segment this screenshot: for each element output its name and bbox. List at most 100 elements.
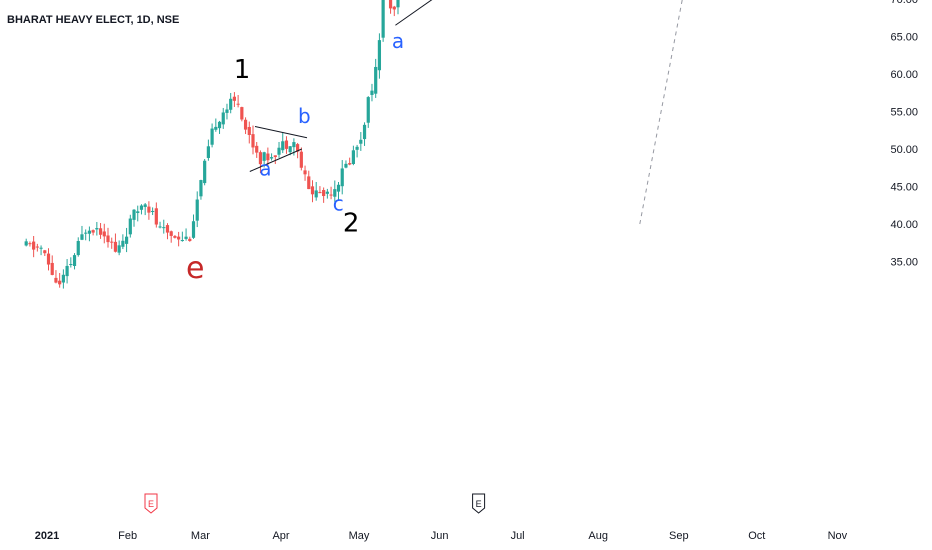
candle-body xyxy=(43,250,47,254)
earnings-marker-shape xyxy=(472,493,486,514)
candle-body xyxy=(236,103,240,105)
x-tick-label: Oct xyxy=(748,530,765,542)
candle-body xyxy=(173,236,177,238)
candle-body xyxy=(24,241,28,246)
candle-body xyxy=(206,146,210,158)
y-tick-label: 45.00 xyxy=(890,182,918,194)
candle-body xyxy=(262,152,266,161)
candle-body xyxy=(180,240,184,242)
earnings-marker-label: E xyxy=(148,499,154,509)
wave-label: 4 xyxy=(486,0,503,2)
candle-body xyxy=(50,262,54,275)
candle-body xyxy=(344,163,348,168)
candle-body xyxy=(336,184,341,192)
candle-body xyxy=(258,152,263,165)
candle-body xyxy=(124,236,129,244)
candle-body xyxy=(366,97,370,123)
candle-body xyxy=(348,163,352,165)
candle-body xyxy=(217,121,222,129)
candle-body xyxy=(255,145,259,153)
candle-body xyxy=(76,241,80,256)
candle-body xyxy=(377,40,382,71)
candle-body xyxy=(188,238,192,241)
candle-body xyxy=(329,194,333,196)
candle-body xyxy=(158,226,162,228)
candle-body xyxy=(292,142,296,148)
wave-label: c xyxy=(333,192,344,216)
candle-body xyxy=(139,205,144,210)
candle-body xyxy=(340,168,344,187)
drawing-lines xyxy=(249,0,683,225)
y-tick-label: 65.00 xyxy=(890,32,918,44)
candle-body xyxy=(362,124,367,140)
candle-body xyxy=(91,230,95,233)
candle-body xyxy=(147,206,151,213)
candle-body xyxy=(355,146,359,150)
candle-body xyxy=(374,66,378,94)
candle-body xyxy=(318,192,322,194)
candle-body xyxy=(229,98,233,110)
candle-body xyxy=(225,109,229,113)
earnings-marker-shape xyxy=(144,493,158,514)
candle-body xyxy=(388,0,393,9)
candle-body xyxy=(351,150,355,165)
candle-body xyxy=(310,186,315,195)
x-tick-label: Jul xyxy=(511,530,525,542)
candle-body xyxy=(381,0,385,38)
candle-body xyxy=(35,246,39,248)
earnings-marker: E xyxy=(472,493,486,514)
candle-body xyxy=(39,247,43,249)
symbol-title: BHARAT HEAVY ELECT, 1D, NSE xyxy=(7,14,179,26)
candle-body xyxy=(28,243,32,245)
x-tick-label: 2021 xyxy=(35,530,59,542)
candle-body xyxy=(322,190,326,197)
candle-body xyxy=(69,264,73,266)
wave-label: a xyxy=(392,29,404,53)
wave-label: e xyxy=(186,251,204,286)
candle-body xyxy=(143,204,147,207)
candle-body xyxy=(203,160,207,184)
candle-body xyxy=(165,225,170,233)
candle-body xyxy=(210,128,214,145)
wave-label: b xyxy=(298,104,311,128)
x-tick-label: Feb xyxy=(118,530,137,542)
candle-body xyxy=(54,277,58,283)
y-tick-label: 70.00 xyxy=(890,0,918,6)
candle-body xyxy=(87,230,92,234)
candle-body xyxy=(266,153,270,161)
x-tick-label: Mar xyxy=(191,530,210,542)
earnings-marker: E xyxy=(144,493,158,514)
wave-label: a xyxy=(259,156,271,180)
y-tick-label: 40.00 xyxy=(890,219,918,231)
candle-body xyxy=(199,180,203,197)
candle-body xyxy=(72,255,77,266)
candle-body xyxy=(80,234,84,240)
candle-body xyxy=(46,253,51,265)
candle-body xyxy=(106,235,110,243)
candle-body xyxy=(307,176,311,190)
candle-body xyxy=(117,245,121,253)
candle-body xyxy=(247,126,251,136)
y-tick-label: 60.00 xyxy=(890,69,918,81)
triangle-upper-line xyxy=(254,126,308,139)
candle-body xyxy=(128,218,132,235)
candle-body xyxy=(232,96,237,101)
candle-body xyxy=(273,155,277,158)
x-tick-label: Sep xyxy=(669,530,689,542)
earnings-marker-label: E xyxy=(476,499,482,509)
candle-body xyxy=(299,151,303,168)
wave-label: 1 xyxy=(234,55,251,85)
candle-body xyxy=(132,209,136,220)
y-tick-label: 50.00 xyxy=(890,144,918,156)
candle-body xyxy=(184,236,188,239)
x-tick-label: Nov xyxy=(828,530,848,542)
x-tick-label: Aug xyxy=(588,530,608,542)
candle-body xyxy=(177,236,181,240)
candle-body xyxy=(95,228,99,230)
candle-body xyxy=(277,147,281,155)
candle-body xyxy=(61,274,65,283)
x-tick-label: May xyxy=(349,530,370,542)
candle-body xyxy=(110,241,114,243)
